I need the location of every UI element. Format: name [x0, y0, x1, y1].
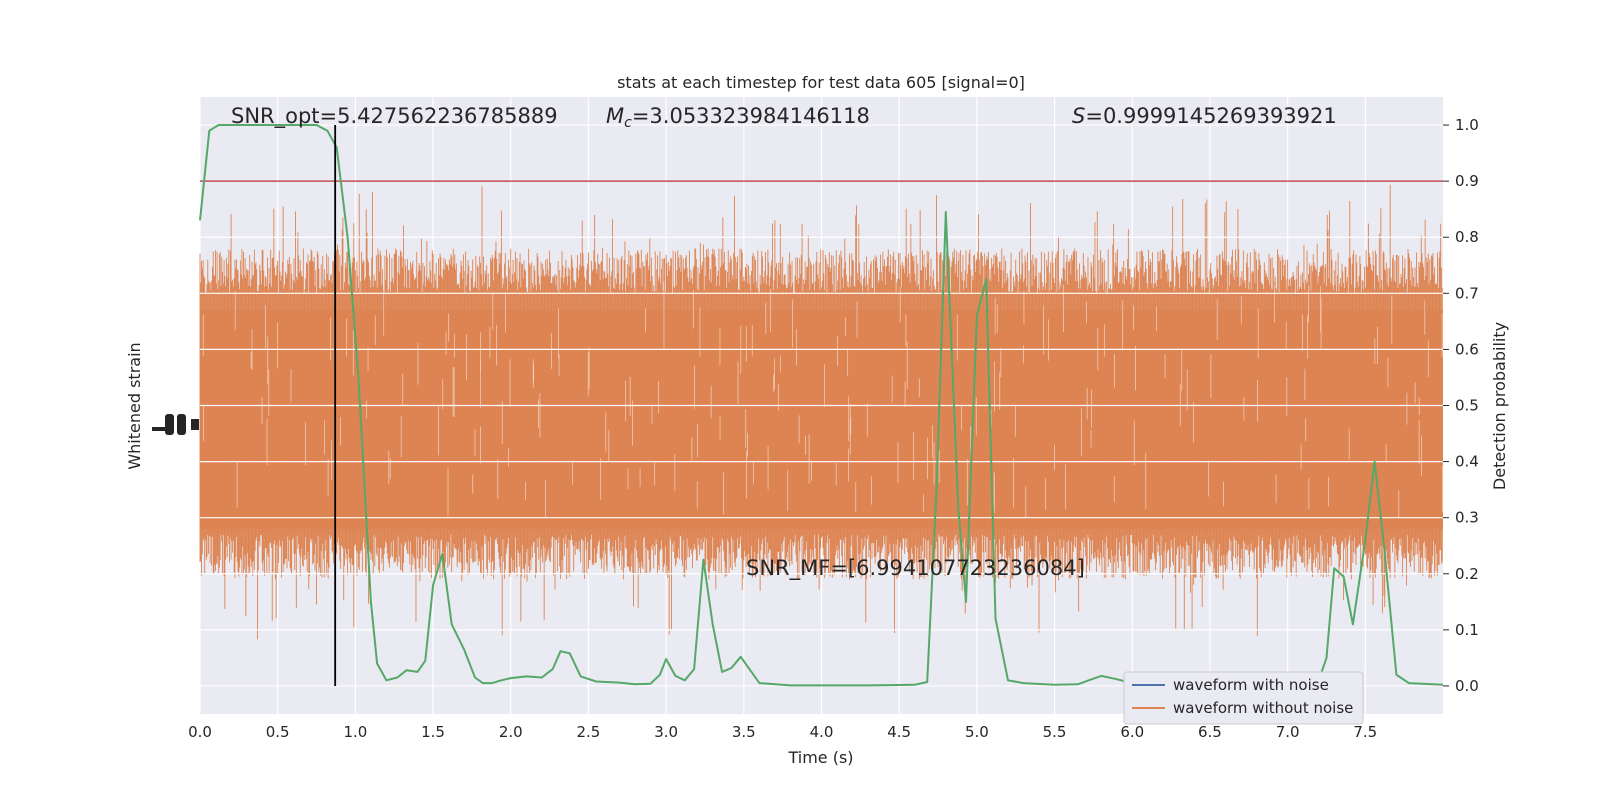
chart-title: stats at each timestep for test data 605…: [617, 73, 1025, 92]
y-tick-label: 0.9: [1455, 172, 1479, 190]
legend-label-without-noise: waveform without noise: [1173, 699, 1353, 717]
y-axis-label-right: Detection probability: [1490, 322, 1509, 490]
y-tick-label: 0.3: [1455, 509, 1479, 527]
y-tick-label: 0.2: [1455, 565, 1479, 583]
significance-annotation: S=0.9999145269393921: [1072, 104, 1337, 128]
x-tick-label: 2.5: [577, 723, 601, 741]
legend: waveform with noise waveform without noi…: [1123, 671, 1364, 725]
y-tick-label: 1.0: [1455, 116, 1479, 134]
x-tick-label: 6.0: [1120, 723, 1144, 741]
snr-opt-annotation: SNR_opt=5.427562236785889: [231, 104, 558, 129]
snr-mf-annotation: SNR_MF=[6.994107723236084]: [746, 556, 1085, 581]
left-axis-ticks: [152, 414, 199, 435]
x-tick-label: 1.5: [421, 723, 445, 741]
x-tick-label: 5.5: [1043, 723, 1067, 741]
y-tick-label: 0.0: [1455, 677, 1479, 695]
x-tick-label: 3.0: [654, 723, 678, 741]
legend-label-with-noise: waveform with noise: [1173, 676, 1329, 694]
strain-waveform: [199, 184, 1443, 640]
chirp-mass-annotation: Mc=3.053323984146118: [606, 104, 870, 131]
y-tick-label: 0.7: [1455, 284, 1479, 302]
y-tick-label: 0.1: [1455, 621, 1479, 639]
x-tick-label: 1.0: [343, 723, 367, 741]
x-tick-label: 4.5: [887, 723, 911, 741]
legend-box: [1123, 671, 1364, 725]
x-tick-label: 3.5: [732, 723, 756, 741]
x-tick-label: 4.0: [810, 723, 834, 741]
y-tick-label: 0.8: [1455, 228, 1479, 246]
x-tick-label: 5.0: [965, 723, 989, 741]
y-tick-label: 0.6: [1455, 340, 1479, 358]
x-tick-label: 2.0: [499, 723, 523, 741]
x-axis-label: Time (s): [787, 748, 853, 767]
y-tick-label: 0.5: [1455, 397, 1479, 415]
y-tick-label: 0.4: [1455, 453, 1479, 471]
x-tick-label: 7.5: [1353, 723, 1377, 741]
y-tick-labels: 0.0 0.1 0.2 0.3 0.4 0.5 0.6 0.7 0.8 0.9 1.0: [1443, 116, 1479, 695]
y-axis-label-left: Whitened strain: [125, 342, 144, 469]
x-tick-label: 0.5: [266, 723, 290, 741]
x-tick-label: 7.0: [1276, 723, 1300, 741]
x-tick-label: 0.0: [188, 723, 212, 741]
x-tick-labels: 0.0 0.5 1.0 1.5 2.0 2.5 3.0 3.5 4.0 4.5 5.0 5.5 6.0 6…: [188, 723, 1377, 741]
x-tick-label: 6.5: [1198, 723, 1222, 741]
